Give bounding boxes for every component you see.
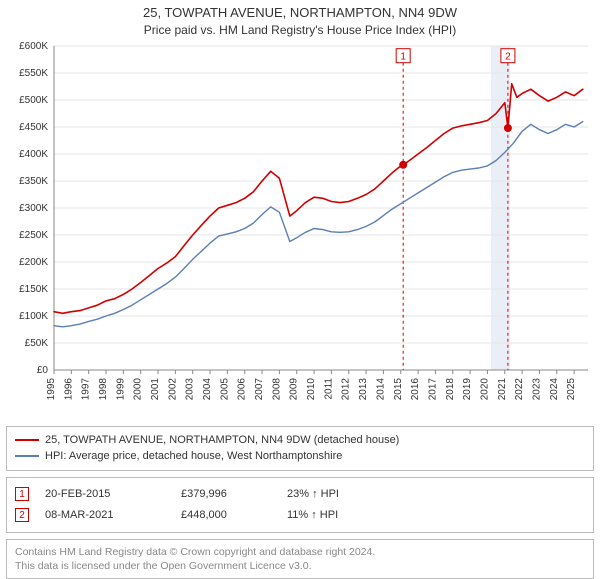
x-tick-label: 2024 xyxy=(549,377,560,400)
sale-row-marker: 2 xyxy=(15,508,29,522)
legend-swatch xyxy=(15,439,39,441)
x-tick-label: 2017 xyxy=(427,377,438,400)
y-tick-label: £0 xyxy=(37,365,49,376)
sale-row-price: £448,000 xyxy=(181,505,271,526)
x-tick-label: 2020 xyxy=(479,377,490,400)
legend-item: 25, TOWPATH AVENUE, NORTHAMPTON, NN4 9DW… xyxy=(15,432,585,449)
y-tick-label: £100K xyxy=(19,311,48,322)
y-tick-label: £250K xyxy=(19,230,48,241)
chart-title: 25, TOWPATH AVENUE, NORTHAMPTON, NN4 9DW xyxy=(6,4,594,22)
y-tick-label: £450K xyxy=(19,122,48,133)
legend-swatch xyxy=(15,455,39,457)
sale-row-pct: 11% ↑ HPI xyxy=(287,505,377,526)
x-tick-label: 2002 xyxy=(167,377,178,400)
legend-box: 25, TOWPATH AVENUE, NORTHAMPTON, NN4 9DW… xyxy=(6,426,594,471)
y-tick-label: £500K xyxy=(19,95,48,106)
chart-title-block: 25, TOWPATH AVENUE, NORTHAMPTON, NN4 9DW… xyxy=(6,4,594,38)
x-tick-label: 2022 xyxy=(514,377,525,400)
y-tick-label: £200K xyxy=(19,257,48,268)
y-tick-label: £150K xyxy=(19,284,48,295)
x-tick-label: 2019 xyxy=(462,377,473,400)
x-tick-label: 1998 xyxy=(98,377,109,400)
x-tick-label: 2025 xyxy=(566,377,577,400)
x-tick-label: 2015 xyxy=(393,377,404,400)
y-tick-label: £400K xyxy=(19,149,48,160)
sale-marker-label: 2 xyxy=(505,51,511,62)
sale-row-date: 20-FEB-2015 xyxy=(45,484,165,505)
x-tick-label: 2016 xyxy=(410,377,421,400)
y-tick-label: £300K xyxy=(19,203,48,214)
x-tick-label: 2004 xyxy=(202,377,213,400)
x-tick-label: 1995 xyxy=(46,377,57,400)
price-chart: £0 £50K £100K £150K £200K £250K £300K £350K £400… xyxy=(6,40,594,420)
footer-line-1: Contains HM Land Registry data © Crown c… xyxy=(15,545,585,559)
x-tick-label: 2014 xyxy=(375,377,386,400)
sale-row: 2 08-MAR-2021 £448,000 11% ↑ HPI xyxy=(15,505,585,526)
sales-table: 1 20-FEB-2015 £379,996 23% ↑ HPI 2 08-MAR-202… xyxy=(6,477,594,533)
legend-item: HPI: Average price, detached house, West… xyxy=(15,448,585,465)
x-tick-label: 2000 xyxy=(133,377,144,400)
attribution-footer: Contains HM Land Registry data © Crown c… xyxy=(6,539,594,579)
x-tick-label: 2018 xyxy=(445,377,456,400)
x-tick-label: 2011 xyxy=(323,377,334,399)
sale-marker-dot xyxy=(504,124,512,132)
chart-svg: £0 £50K £100K £150K £200K £250K £300K £350K £400… xyxy=(6,40,594,420)
x-tick-label: 2005 xyxy=(219,377,230,400)
sale-marker-dot xyxy=(399,161,407,169)
x-tick-label: 1996 xyxy=(63,377,74,400)
sale-marker-label: 1 xyxy=(400,51,406,62)
x-tick-label: 1997 xyxy=(81,377,92,400)
x-tick-label: 2023 xyxy=(531,377,542,400)
x-tick-label: 2006 xyxy=(237,377,248,400)
x-tick-label: 2007 xyxy=(254,377,265,400)
x-tick-label: 1999 xyxy=(115,377,126,400)
sale-row-pct: 23% ↑ HPI xyxy=(287,484,377,505)
x-tick-label: 2001 xyxy=(150,377,161,400)
x-tick-label: 2021 xyxy=(497,377,508,400)
y-tick-label: £550K xyxy=(19,68,48,79)
x-tick-label: 2009 xyxy=(289,377,300,400)
y-tick-label: £350K xyxy=(19,176,48,187)
sale-row: 1 20-FEB-2015 £379,996 23% ↑ HPI xyxy=(15,484,585,505)
x-tick-label: 2010 xyxy=(306,377,317,400)
x-tick-label: 2003 xyxy=(185,377,196,400)
legend-label: HPI: Average price, detached house, West… xyxy=(45,448,342,465)
sale-row-marker: 1 xyxy=(15,487,29,501)
sale-row-date: 08-MAR-2021 xyxy=(45,505,165,526)
x-tick-label: 2013 xyxy=(358,377,369,400)
y-tick-label: £50K xyxy=(25,338,49,349)
sale-row-price: £379,996 xyxy=(181,484,271,505)
x-tick-label: 2008 xyxy=(271,377,282,400)
footer-line-2: This data is licensed under the Open Gov… xyxy=(15,559,585,573)
y-tick-label: £600K xyxy=(19,41,48,52)
x-tick-label: 2012 xyxy=(341,377,352,400)
legend-label: 25, TOWPATH AVENUE, NORTHAMPTON, NN4 9DW… xyxy=(45,432,399,449)
chart-subtitle: Price paid vs. HM Land Registry's House … xyxy=(6,22,594,38)
